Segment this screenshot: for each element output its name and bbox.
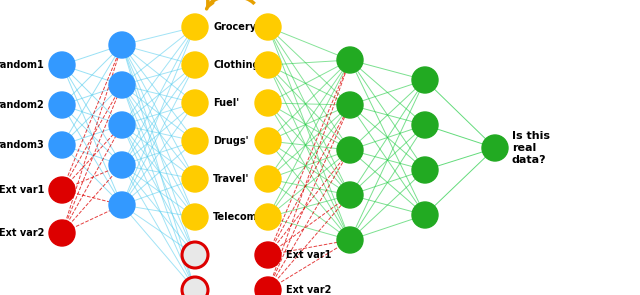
Text: random2: random2 — [0, 100, 44, 110]
Circle shape — [49, 52, 75, 78]
Circle shape — [255, 242, 281, 268]
Circle shape — [182, 14, 208, 40]
Circle shape — [255, 204, 281, 230]
Circle shape — [109, 152, 135, 178]
Circle shape — [109, 112, 135, 138]
Text: random1: random1 — [0, 60, 44, 70]
Circle shape — [255, 52, 281, 78]
Circle shape — [337, 92, 363, 118]
Circle shape — [182, 128, 208, 154]
Circle shape — [255, 14, 281, 40]
Text: Is this
real
data?: Is this real data? — [512, 131, 550, 165]
Circle shape — [182, 277, 208, 295]
Circle shape — [255, 166, 281, 192]
Text: Telecom': Telecom' — [213, 212, 260, 222]
Circle shape — [412, 157, 438, 183]
Circle shape — [412, 67, 438, 93]
Circle shape — [255, 277, 281, 295]
Text: Ext var2: Ext var2 — [0, 228, 44, 238]
Text: Ext var2: Ext var2 — [286, 285, 332, 295]
Circle shape — [337, 47, 363, 73]
Text: random3: random3 — [0, 140, 44, 150]
Text: Grocery': Grocery' — [213, 22, 259, 32]
Circle shape — [337, 137, 363, 163]
Circle shape — [182, 166, 208, 192]
Text: Ext var1: Ext var1 — [286, 250, 332, 260]
Text: Clothings': Clothings' — [213, 60, 268, 70]
Circle shape — [49, 92, 75, 118]
Circle shape — [182, 90, 208, 116]
Circle shape — [412, 202, 438, 228]
Circle shape — [49, 177, 75, 203]
Circle shape — [482, 135, 508, 161]
Circle shape — [109, 192, 135, 218]
Text: Fuel': Fuel' — [213, 98, 239, 108]
Circle shape — [49, 132, 75, 158]
Text: Drugs': Drugs' — [213, 136, 248, 146]
Circle shape — [109, 32, 135, 58]
Circle shape — [337, 227, 363, 253]
Circle shape — [255, 90, 281, 116]
Text: Ext var1: Ext var1 — [0, 185, 44, 195]
Circle shape — [182, 204, 208, 230]
Circle shape — [109, 72, 135, 98]
Circle shape — [49, 220, 75, 246]
Circle shape — [337, 182, 363, 208]
Circle shape — [182, 242, 208, 268]
Circle shape — [182, 52, 208, 78]
Text: Travel': Travel' — [213, 174, 250, 184]
Circle shape — [412, 112, 438, 138]
Circle shape — [255, 128, 281, 154]
